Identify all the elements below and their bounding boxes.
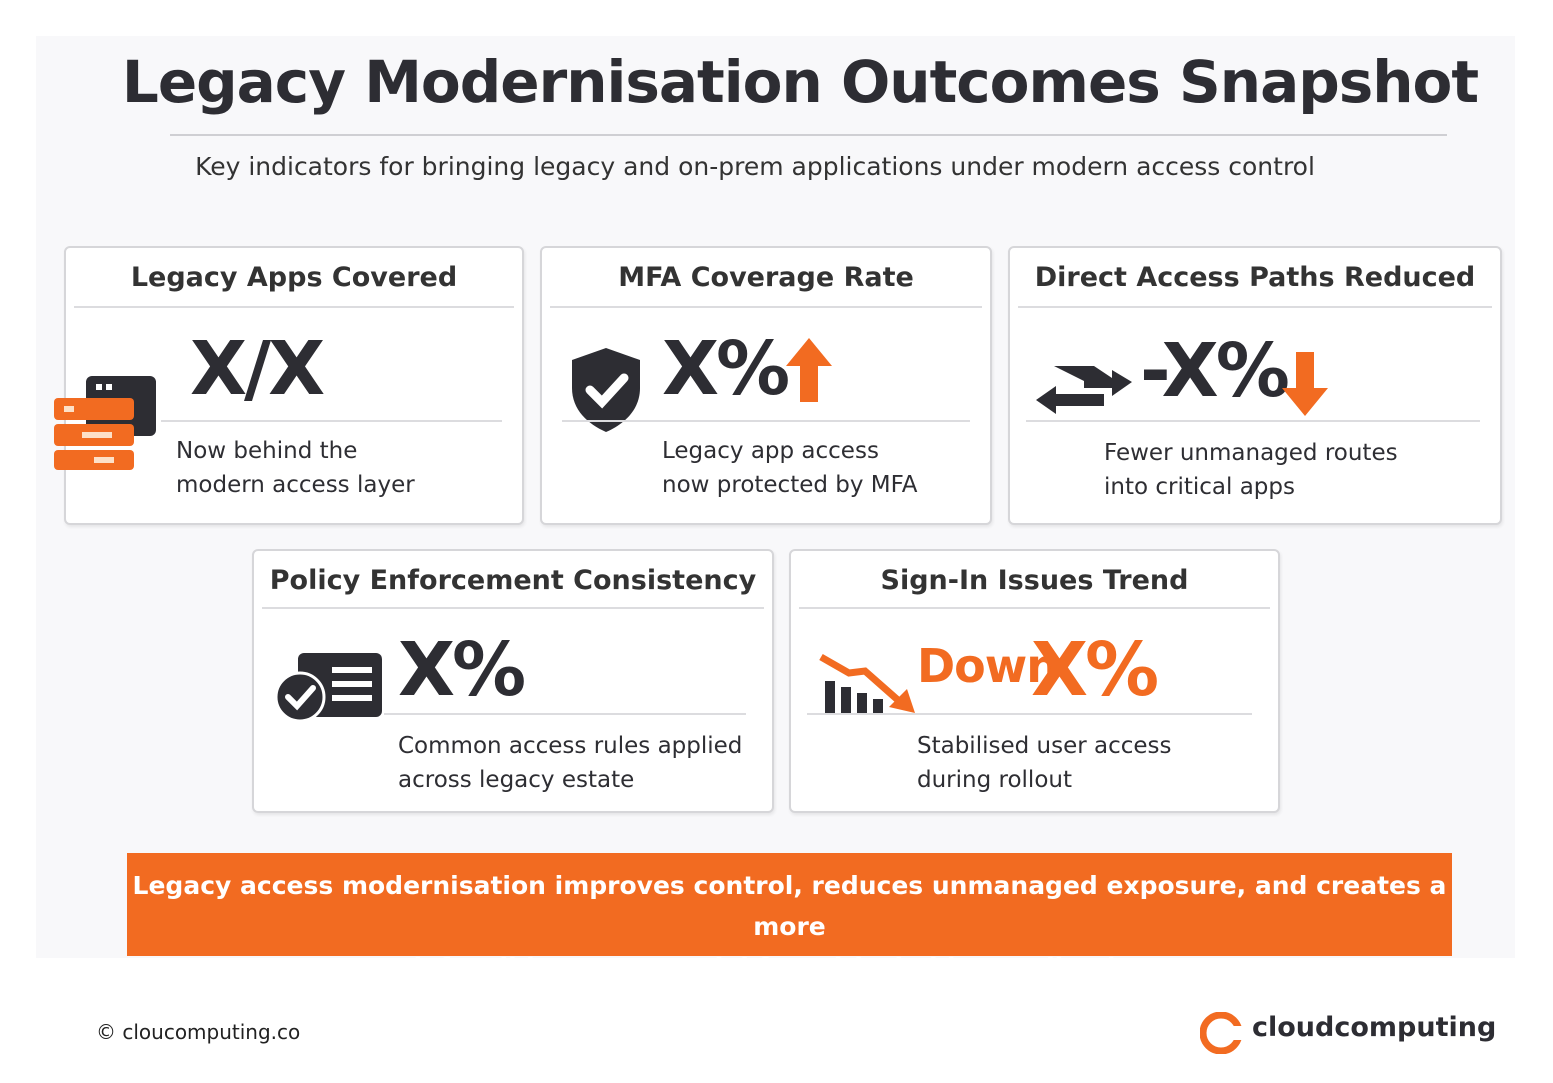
title-rule (170, 134, 1447, 136)
brand-logo (1200, 1012, 1242, 1054)
down-arrow (1282, 352, 1328, 416)
subtitle: Key indicators for bringing legacy and o… (195, 152, 1315, 181)
description-line: now protected by MFA (662, 472, 918, 498)
metric: X/X (190, 326, 325, 412)
banner-line: Legacy access modernisation improves con… (132, 871, 1447, 941)
copyright: © cloucomputing.co (96, 1020, 301, 1044)
title: Legacy Modernisation Outcomes Snapshot (121, 48, 1479, 116)
server-icon (54, 376, 156, 470)
card-title: Sign-In Issues Trend (880, 565, 1189, 596)
description-line: across legacy estate (398, 767, 635, 793)
divider (1018, 306, 1492, 308)
divider (262, 607, 764, 609)
description-line: Stabilised user access (917, 733, 1172, 759)
card-title: Direct Access Paths Reduced (1034, 262, 1476, 293)
description: Now behind the modern access layer (176, 434, 415, 502)
brand-name: cloudcomputing (1252, 1012, 1497, 1043)
metric-prefix: Down (917, 639, 1059, 693)
up-arrow (786, 338, 832, 402)
divider (161, 420, 502, 422)
card: Direct Access Paths Reduced -X% Fewer un… (1008, 246, 1502, 525)
description: Stabilised user access during rollout (917, 729, 1172, 797)
divider (1026, 420, 1480, 422)
card: Legacy Apps Covered X/X Now behind the mo… (54, 246, 524, 525)
description: Common access rules applied across legacy… (398, 729, 742, 797)
description-line: Fewer unmanaged routes (1104, 440, 1398, 466)
description-line: modern access layer (176, 472, 415, 498)
description-line: during rollout (917, 767, 1072, 793)
metric: X% (1031, 627, 1159, 713)
card: MFA Coverage Rate X% Legacy app access no… (540, 246, 992, 525)
card: Sign-In Issues Trend Down X% Stabilised … (789, 549, 1280, 813)
routes-icon (1036, 366, 1132, 414)
description-line: Common access rules applied (398, 733, 743, 759)
divider (550, 306, 982, 308)
metric: -X% (1140, 328, 1290, 414)
shield-icon (572, 348, 640, 432)
description-line: Legacy app access (662, 438, 879, 464)
description: Legacy app access now protected by MFA (662, 434, 918, 502)
description-line: into critical apps (1104, 474, 1295, 500)
metric: X% (662, 326, 790, 412)
metric: X% (398, 627, 526, 713)
card-title: Legacy Apps Covered (130, 262, 458, 293)
card: Policy Enforcement Consistency X% Common… (252, 549, 774, 813)
divider (799, 607, 1270, 609)
description: Fewer unmanaged routes into critical apps (1104, 436, 1398, 504)
card-title: MFA Coverage Rate (618, 262, 914, 293)
trend-icon (819, 653, 915, 715)
divider (384, 713, 746, 715)
policy-icon (276, 653, 382, 723)
divider (807, 713, 1252, 715)
banner: Legacy access modernisation improves con… (127, 853, 1452, 982)
banner-line: defensible access model for critical old… (404, 953, 1175, 982)
divider (74, 306, 514, 308)
card-title: Policy Enforcement Consistency (269, 565, 757, 596)
description-line: Now behind the (176, 438, 358, 464)
divider (562, 420, 970, 422)
